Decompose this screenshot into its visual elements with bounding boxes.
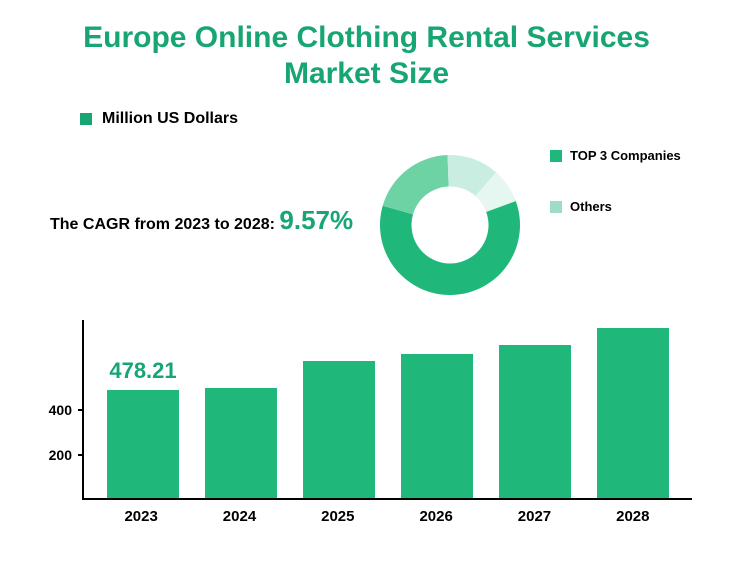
donut-svg: [370, 145, 530, 305]
y-tick-mark: [78, 454, 84, 456]
y-tick-label: 200: [49, 447, 72, 463]
chart-title: Europe Online Clothing Rental Services M…: [0, 0, 733, 92]
cagr-text: The CAGR from 2023 to 2028: 9.57%: [50, 205, 353, 236]
bars-container: 478.21: [84, 320, 692, 498]
x-axis-labels: 2023 2024 2025 2026 2027 2028: [82, 508, 692, 525]
bar: [499, 345, 571, 498]
donut-slice: [380, 201, 520, 295]
bar-column: 478.21: [107, 390, 179, 498]
donut-legend-item: TOP 3 Companies: [550, 148, 681, 163]
subtitle-legend: Million US Dollars: [80, 110, 733, 128]
donut-legend: TOP 3 Companies Others: [550, 148, 681, 250]
donut-legend-item: Others: [550, 199, 681, 214]
legend-marker: [550, 150, 562, 162]
plot-area: 478.21: [82, 320, 692, 500]
cagr-label: The CAGR from 2023 to 2028:: [50, 216, 275, 233]
legend-marker: [550, 201, 562, 213]
donut-slice: [383, 155, 449, 214]
x-tick-label: 2028: [597, 508, 669, 525]
bar: [205, 388, 277, 498]
bar: [597, 328, 669, 498]
x-tick-label: 2026: [400, 508, 472, 525]
x-tick-label: 2023: [105, 508, 177, 525]
donut-chart: [370, 145, 530, 305]
title-line2: Market Size: [0, 56, 733, 92]
bar: [401, 354, 473, 498]
bar: [107, 390, 179, 498]
bar-column: [303, 361, 375, 498]
bar: [303, 361, 375, 498]
y-tick-label: 400: [49, 402, 72, 418]
title-line1: Europe Online Clothing Rental Services: [0, 20, 733, 56]
subtitle-label: Million US Dollars: [102, 110, 238, 128]
legend-label: Others: [570, 199, 612, 214]
bar-column: [401, 354, 473, 498]
cagr-value: 9.57%: [279, 205, 353, 235]
y-tick-mark: [78, 409, 84, 411]
bar-chart: 200 400 478.21 2023 2024 2025 2026 2027 2028: [40, 320, 700, 540]
bar-value-label: 478.21: [83, 358, 203, 384]
legend-marker: [80, 113, 92, 125]
x-tick-label: 2025: [302, 508, 374, 525]
bar-column: [499, 345, 571, 498]
y-axis: 200 400: [40, 320, 80, 500]
bar-column: [205, 388, 277, 498]
x-tick-label: 2024: [203, 508, 275, 525]
legend-label: TOP 3 Companies: [570, 148, 681, 163]
x-tick-label: 2027: [498, 508, 570, 525]
bar-column: [597, 328, 669, 498]
